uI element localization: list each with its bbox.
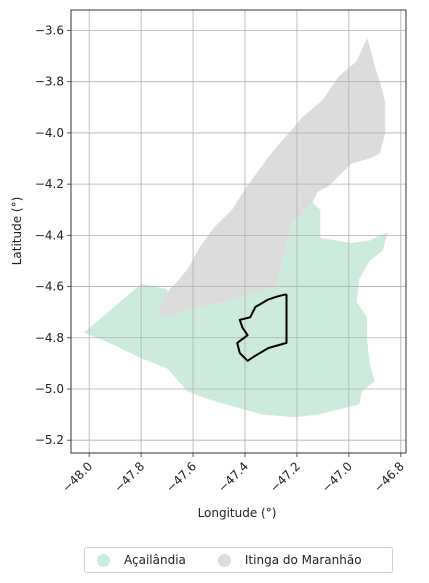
legend-item-itinga: Itinga do Maranhão bbox=[217, 553, 362, 567]
legend: Açailândia Itinga do Maranhão bbox=[84, 547, 393, 573]
region-layer bbox=[84, 30, 388, 418]
plot-area bbox=[70, 9, 407, 454]
y-tick-label-4: −4.4 bbox=[35, 228, 64, 242]
gridlines bbox=[71, 10, 406, 453]
legend-label-itinga: Itinga do Maranhão bbox=[244, 553, 362, 567]
y-tick-label-8: −5.2 bbox=[35, 433, 64, 447]
legend-item-acailandia: Açailândia bbox=[97, 553, 186, 567]
urban-area-outline bbox=[236, 293, 288, 362]
legend-swatch-acailandia bbox=[97, 553, 110, 567]
y-tick-label-1: −3.8 bbox=[35, 75, 64, 89]
plot-frame bbox=[70, 9, 407, 454]
y-tick-label-6: −4.8 bbox=[35, 331, 64, 345]
y-tick-label-0: −3.6 bbox=[35, 23, 64, 37]
x-axis-label: Longitude (°) bbox=[198, 506, 277, 520]
region-itinga-do-maranhao bbox=[156, 30, 386, 315]
y-tick-label-2: −4.0 bbox=[35, 126, 64, 140]
region-acailandia bbox=[84, 202, 388, 418]
y-ticks: −3.6 −3.8 −4.0 −4.2 −4.4 −4.6 −4.8 −5.0 −5.2 bbox=[35, 23, 71, 447]
legend-label-acailandia: Açailândia bbox=[124, 553, 186, 567]
y-tick-label-3: −4.2 bbox=[35, 177, 64, 191]
outline-layer bbox=[236, 293, 288, 362]
legend-swatch-itinga bbox=[217, 553, 231, 567]
y-tick-label-7: −5.0 bbox=[35, 382, 64, 396]
y-axis-label: Latitude (°) bbox=[10, 197, 24, 266]
y-tick-label-5: −4.6 bbox=[35, 280, 64, 294]
